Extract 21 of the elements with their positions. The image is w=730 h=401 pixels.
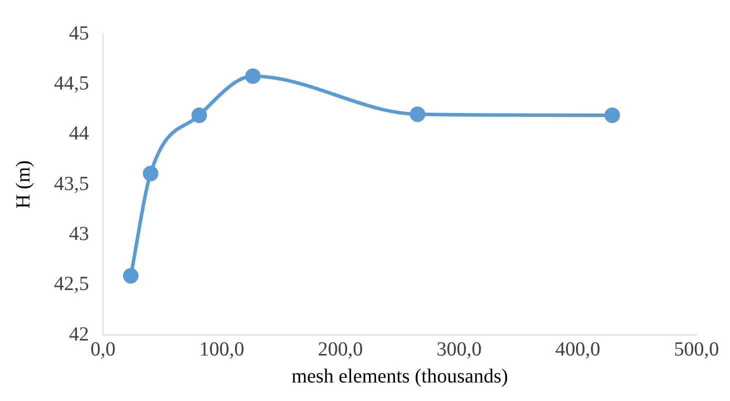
point <box>142 166 158 182</box>
x-tick-label: 400,0 <box>555 338 600 360</box>
point <box>410 106 426 122</box>
y-tick-label: 43,5 <box>54 172 89 195</box>
y-axis-title: H (m) <box>12 160 34 209</box>
point <box>245 68 261 84</box>
y-tick-label: 42 <box>69 323 89 346</box>
x-tick-label: 200,0 <box>318 338 363 360</box>
point <box>604 108 620 124</box>
x-tick-label: 100,0 <box>199 338 244 360</box>
y-tick-label: 43 <box>69 222 89 245</box>
x-axis-title: mesh elements (thousands) <box>291 365 508 388</box>
y-tick-label: 44,5 <box>54 72 89 94</box>
x-tick-label: 500,0 <box>674 338 719 360</box>
y-tick-label: 45 <box>69 22 89 44</box>
point <box>123 268 139 284</box>
point <box>192 108 208 124</box>
x-tick-label: 0,0 <box>90 338 116 360</box>
x-tick-label: 300,0 <box>436 338 482 360</box>
y-tick-label: 42,5 <box>54 273 89 296</box>
y-tick-label: 44 <box>69 122 89 145</box>
